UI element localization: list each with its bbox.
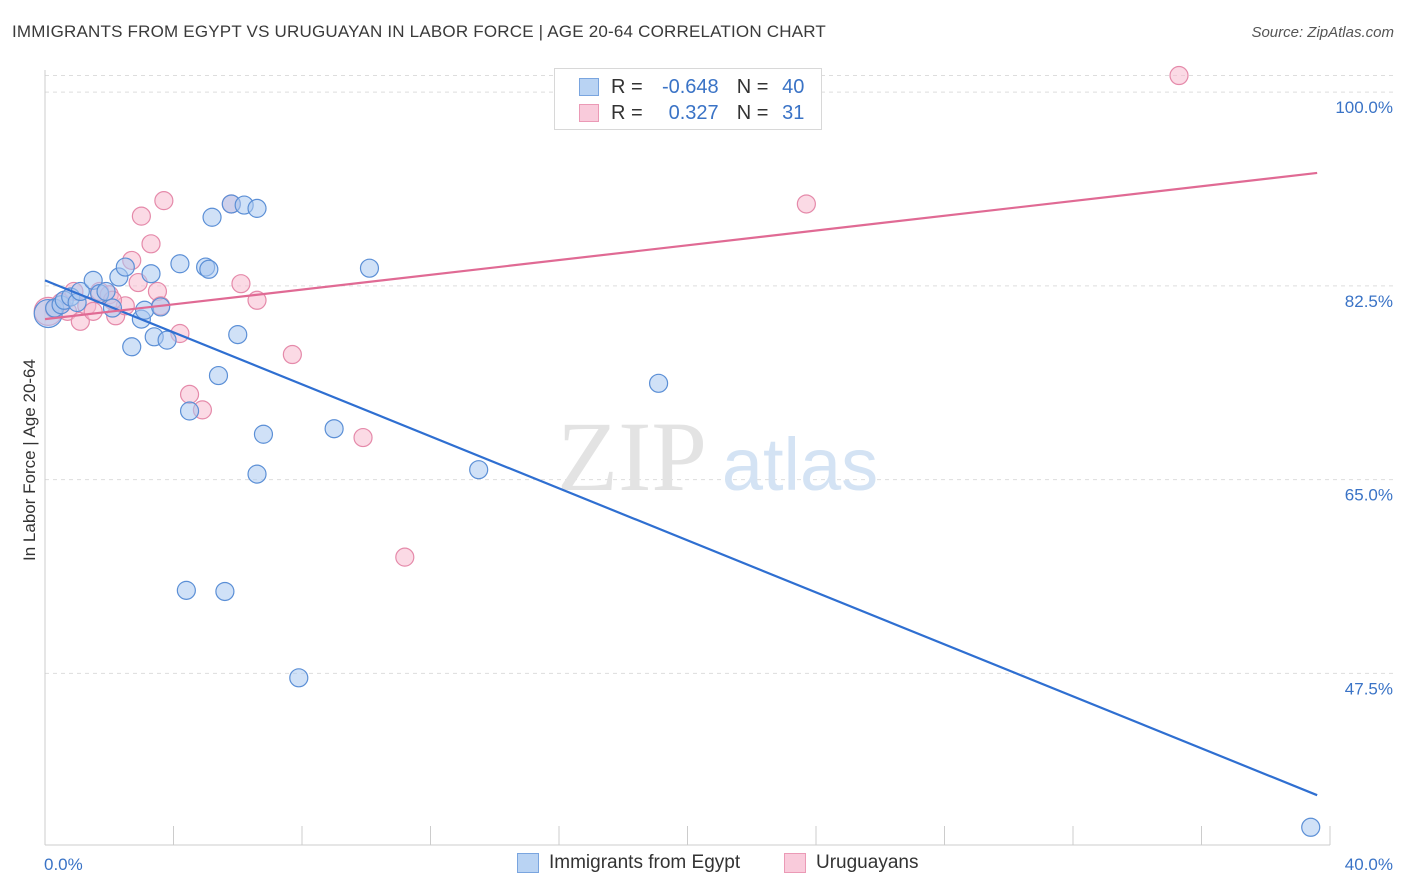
uruguayan-point [1169, 65, 1189, 86]
legend-n-label: N = [736, 75, 769, 98]
axis-layer [44, 70, 1331, 846]
series-legend-uruguayans: Uruguayans [784, 852, 918, 874]
egypt-point [176, 580, 196, 600]
watermark: ZIP atlas [557, 401, 878, 512]
tick-labels: 100.0% 82.5% 65.0% 47.5% 0.0% 40.0% [44, 98, 1393, 874]
y-axis-label: In Labor Force | Age 20-64 [20, 359, 39, 561]
watermark-zip: ZIP [557, 401, 707, 512]
egypt-point [141, 264, 161, 284]
source-label: Source: ZipAtlas.com [1251, 24, 1394, 41]
y-tick-label: 82.5% [1345, 292, 1393, 311]
egypt-point [228, 325, 248, 345]
egypt-point [648, 373, 669, 393]
x-tick-label: 40.0% [1345, 855, 1393, 874]
legend-row-uruguayans: R = 0.327 N = 31 [579, 100, 804, 126]
points-layer [33, 65, 1321, 837]
uruguayan-point [353, 427, 373, 448]
uruguayan-point [796, 194, 816, 214]
legend-r-label: R = [611, 75, 643, 98]
watermark-atlas: atlas [722, 423, 878, 506]
egypt-point [179, 401, 200, 421]
egypt-point [170, 254, 190, 274]
egypt-point [134, 300, 155, 320]
uruguayan-point [83, 301, 103, 321]
egypt-point [289, 668, 309, 688]
uruguayan-trend-line [44, 171, 1318, 321]
uruguayan-point [395, 547, 415, 567]
uruguayan-point [131, 206, 151, 226]
series-legend-egypt-label: Immigrants from Egypt [549, 852, 741, 873]
chart-title: IMMIGRANTS FROM EGYPT VS URUGUAYAN IN LA… [12, 22, 826, 41]
y-axis-label-wrap: In Labor Force | Age 20-64 [18, 300, 42, 620]
legend-row-egypt: R = -0.648 N = 40 [579, 74, 804, 100]
legend-n-value: 40 [782, 75, 805, 98]
legend-r-value: -0.648 [661, 75, 719, 98]
uruguayan-point [282, 344, 302, 365]
legend-r-label: R = [611, 101, 643, 124]
egypt-point [122, 337, 142, 357]
uruguayan-point [231, 274, 251, 294]
series-swatch-egypt [517, 853, 539, 873]
grid-layer [45, 75, 1395, 674]
egypt-point [208, 365, 229, 386]
uruguayan-point [179, 384, 200, 404]
legend-swatch-uruguayans [579, 104, 599, 122]
egypt-point [202, 207, 222, 227]
egypt-trend-line [44, 279, 1318, 797]
egypt-point [199, 259, 219, 279]
series-legend-egypt: Immigrants from Egypt [517, 852, 740, 874]
egypt-point [247, 464, 267, 484]
legend-n-label: N = [736, 101, 769, 124]
y-tick-label: 65.0% [1345, 486, 1393, 505]
series-legend: Immigrants from Egypt Uruguayans [0, 852, 1406, 878]
legend-swatch-egypt [579, 78, 599, 96]
egypt-point [469, 460, 489, 480]
y-tick-label: 47.5% [1345, 679, 1393, 698]
egypt-point [253, 424, 274, 444]
series-swatch-uruguayans [784, 853, 806, 873]
uruguayan-point [141, 234, 161, 254]
egypt-point [96, 281, 116, 302]
x-tick-label: 0.0% [44, 855, 83, 874]
legend-r-value: 0.327 [668, 101, 719, 124]
egypt-point [215, 581, 235, 602]
egypt-point [359, 258, 380, 278]
egypt-point [157, 330, 177, 350]
series-legend-uruguayans-label: Uruguayans [816, 852, 919, 873]
egypt-point [247, 198, 267, 218]
legend-n-value: 31 [782, 101, 805, 124]
correlation-legend: R = -0.648 N = 40 R = 0.327 N = 31 [554, 68, 822, 130]
y-tick-label: 100.0% [1335, 98, 1393, 117]
trend-layer [44, 171, 1318, 797]
uruguayan-point [154, 191, 174, 211]
egypt-point [324, 419, 344, 439]
egypt-point [1301, 817, 1321, 837]
egypt-point [115, 257, 135, 277]
